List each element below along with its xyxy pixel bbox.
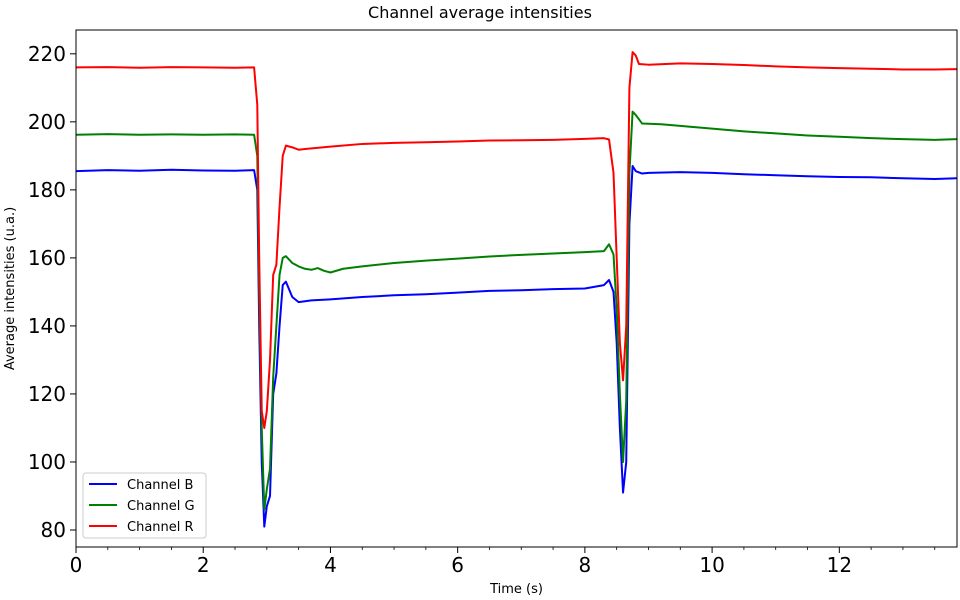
x-tick-label: 0 (70, 553, 83, 577)
legend-label: Channel G (127, 499, 195, 514)
x-tick-label: 2 (197, 553, 210, 577)
y-axis-label: Average intensities (u.a.) (3, 207, 18, 370)
x-tick-label: 8 (579, 553, 592, 577)
plot-area (75, 51, 958, 528)
x-tick-label: 6 (451, 553, 464, 577)
x-tick-label: 10 (699, 553, 724, 577)
legend-box (82, 472, 207, 539)
y-tick-label: 100 (28, 450, 66, 474)
legend: Channel B Channel G Channel R (82, 472, 207, 539)
y-tick-label: 160 (28, 246, 66, 270)
y-tick-label: 220 (28, 42, 66, 66)
y-tick-label: 140 (28, 314, 66, 338)
x-tick-label: 4 (324, 553, 337, 577)
chart-title: Channel average intensities (368, 3, 592, 22)
x-axis: 0 2 4 6 8 10 12 (70, 547, 936, 577)
plot-frame (75, 29, 958, 548)
legend-label: Channel B (127, 478, 193, 493)
series-line-channel-g (75, 110, 958, 511)
y-tick-label: 200 (28, 110, 66, 134)
series-line-channel-b (75, 165, 958, 528)
y-axis: 80 100 120 140 160 180 200 220 (28, 42, 76, 542)
y-tick-label: 80 (41, 518, 66, 542)
y-tick-label: 180 (28, 178, 66, 202)
x-tick-label: 12 (827, 553, 852, 577)
x-axis-label: Time (s) (489, 582, 543, 597)
y-tick-label: 120 (28, 382, 66, 406)
legend-label: Channel R (127, 520, 194, 535)
series-line-channel-r (75, 51, 958, 429)
